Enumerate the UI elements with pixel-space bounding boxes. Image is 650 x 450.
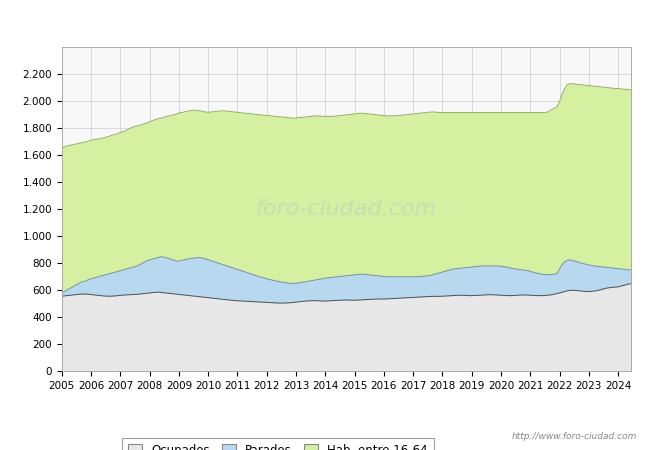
Text: http://www.foro-ciudad.com: http://www.foro-ciudad.com (512, 432, 637, 441)
Text: Navacerrada  -  Evolucion de la poblacion en edad de Trabajar Mayo de 2024: Navacerrada - Evolucion de la poblacion … (68, 12, 582, 25)
Legend: Ocupados, Parados, Hab. entre 16-64: Ocupados, Parados, Hab. entre 16-64 (122, 438, 434, 450)
Text: foro-ciudad.com: foro-ciudad.com (255, 199, 437, 219)
